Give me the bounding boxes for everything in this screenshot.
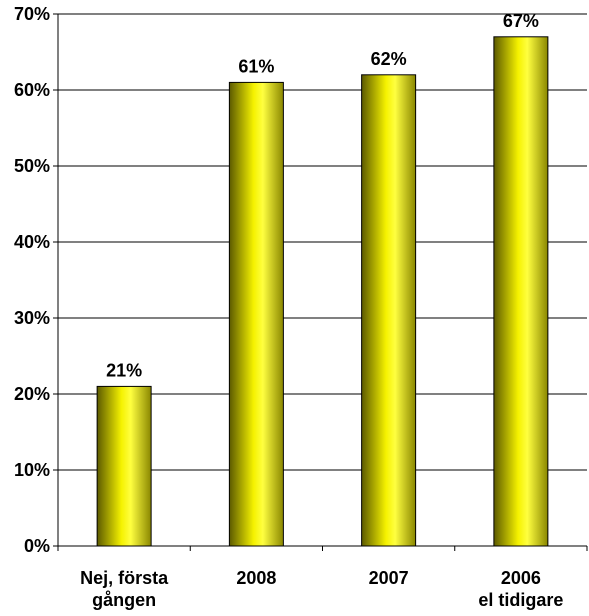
y-tick-label: 10% bbox=[14, 460, 50, 480]
y-tick-label: 20% bbox=[14, 384, 50, 404]
bar bbox=[228, 81, 284, 547]
bar bbox=[96, 385, 152, 547]
y-tick-label: 0% bbox=[24, 536, 50, 556]
x-tick-label: 2006 bbox=[501, 568, 541, 588]
y-tick-label: 40% bbox=[14, 232, 50, 252]
y-tick-label: 60% bbox=[14, 80, 50, 100]
x-tick-label: Nej, första bbox=[80, 568, 169, 588]
bars bbox=[96, 36, 549, 547]
x-tick-label: 2007 bbox=[369, 568, 409, 588]
data-label: 21% bbox=[106, 360, 142, 380]
data-label: 67% bbox=[503, 11, 539, 31]
bar bbox=[361, 74, 417, 547]
y-tick-labels: 0% 10% 20% 30% 40% 50% 60% 70% bbox=[14, 4, 50, 556]
x-tick-label: 2008 bbox=[236, 568, 276, 588]
x-tick-label: gången bbox=[92, 590, 156, 610]
data-labels: 21% 61% 62% 67% bbox=[106, 11, 539, 381]
y-tick-label: 70% bbox=[14, 4, 50, 24]
x-tick-label: el tidigare bbox=[478, 590, 563, 610]
y-tick-label: 50% bbox=[14, 156, 50, 176]
data-label: 62% bbox=[371, 49, 407, 69]
bar bbox=[493, 36, 549, 547]
data-label: 61% bbox=[238, 56, 274, 76]
y-tick-label: 30% bbox=[14, 308, 50, 328]
